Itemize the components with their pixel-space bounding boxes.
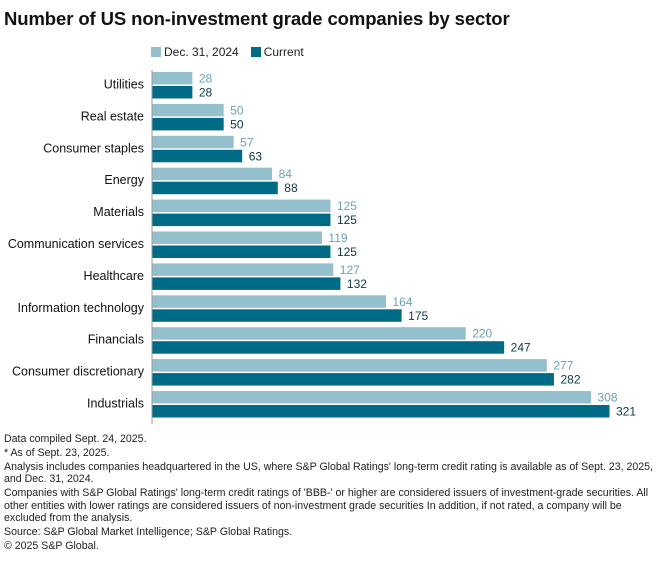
note-copyright: © 2025 S&P Global. (4, 539, 99, 552)
bar-communication-services-dec-31-2024 (152, 231, 322, 244)
footnotes: Data compiled Sept. 24, 2025. * As of Se… (4, 433, 654, 553)
bar-real-estate-dec-31-2024 (152, 103, 224, 117)
bar-consumer-staples-dec-31-2024 (152, 135, 234, 149)
category-label-industrials: Industrials (87, 397, 144, 411)
data-label-financials-current: 247 (511, 341, 531, 355)
data-label-communication-services-current: 125 (337, 245, 357, 259)
data-label-materials-current: 125 (337, 213, 357, 227)
bar-consumer-discretionary-current (152, 373, 554, 386)
legend-item-current: Current (250, 45, 304, 59)
category-label-communication-services: Communication services (8, 237, 144, 251)
bar-information-technology-dec-31-2024 (152, 295, 386, 308)
category-label-energy: Energy (104, 173, 144, 187)
category-label-materials: Materials (93, 205, 144, 219)
data-label-energy-dec-31-2024: 84 (279, 167, 293, 181)
note-as-of: * As of Sept. 23, 2025. (4, 446, 110, 459)
category-label-consumer-staples: Consumer staples (43, 141, 144, 155)
bar-financials-current (152, 341, 505, 354)
data-label-communication-services-dec-31-2024: 119 (328, 231, 347, 245)
legend-label-current: Current (263, 45, 304, 59)
bar-industrials-current (152, 405, 610, 418)
data-label-healthcare-dec-31-2024: 127 (340, 263, 360, 277)
bar-healthcare-current (152, 277, 341, 290)
chart-title: Number of US non-investment grade compan… (4, 8, 510, 29)
legend-item-dec-2024: Dec. 31, 2024 (151, 45, 239, 59)
data-label-real-estate-current: 50 (230, 117, 244, 131)
legend-swatch-dec-2024 (151, 47, 161, 57)
data-label-materials-dec-31-2024: 125 (337, 199, 357, 213)
category-label-consumer-discretionary: Consumer discretionary (12, 365, 145, 379)
data-label-consumer-discretionary-current: 282 (560, 373, 580, 387)
category-label-information-technology: Information technology (18, 301, 145, 315)
category-label-real-estate: Real estate (81, 109, 144, 123)
bar-materials-current (152, 213, 331, 227)
bar-utilities-current (152, 86, 193, 99)
data-label-financials-dec-31-2024: 220 (472, 327, 492, 341)
bar-healthcare-dec-31-2024 (152, 263, 334, 276)
data-label-information-technology-current: 175 (408, 309, 428, 323)
data-label-energy-current: 88 (284, 181, 298, 195)
note-analysis: Analysis includes companies headquartere… (4, 460, 653, 486)
note-rating-definition: Companies with S&P Global Ratings' long-… (4, 486, 649, 525)
data-label-industrials-dec-31-2024: 308 (597, 391, 617, 405)
bar-communication-services-current (152, 245, 331, 258)
bar-industrials-dec-31-2024 (152, 391, 591, 404)
bar-utilities-dec-31-2024 (152, 72, 193, 85)
bar-consumer-discretionary-dec-31-2024 (152, 359, 547, 372)
legend: Dec. 31, 2024 Current (151, 45, 316, 59)
data-label-information-technology-dec-31-2024: 164 (392, 295, 412, 309)
data-label-industrials-current: 321 (616, 405, 636, 419)
data-label-utilities-current: 28 (199, 86, 213, 100)
note-data-compiled: Data compiled Sept. 24, 2025. (4, 433, 147, 445)
data-label-consumer-staples-current: 63 (249, 149, 263, 163)
bar-consumer-staples-current (152, 149, 243, 163)
data-label-consumer-staples-dec-31-2024: 57 (240, 135, 254, 149)
data-label-real-estate-dec-31-2024: 50 (230, 103, 244, 117)
bar-information-technology-current (152, 309, 402, 322)
bar-energy-current (152, 181, 278, 195)
bar-financials-dec-31-2024 (152, 327, 466, 340)
legend-label-dec-2024: Dec. 31, 2024 (164, 45, 239, 59)
data-label-utilities-dec-31-2024: 28 (199, 72, 213, 86)
note-source: Source: S&P Global Market Intelligence; … (4, 525, 293, 538)
category-label-financials: Financials (88, 333, 144, 347)
bar-energy-dec-31-2024 (152, 167, 273, 181)
data-label-consumer-discretionary-dec-31-2024: 277 (553, 359, 573, 373)
legend-swatch-current (250, 47, 261, 57)
data-label-healthcare-current: 132 (347, 277, 367, 291)
bar-real-estate-current (152, 117, 224, 131)
category-label-healthcare: Healthcare (84, 269, 144, 283)
category-label-utilities: Utilities (104, 78, 144, 92)
bar-materials-dec-31-2024 (152, 199, 331, 213)
